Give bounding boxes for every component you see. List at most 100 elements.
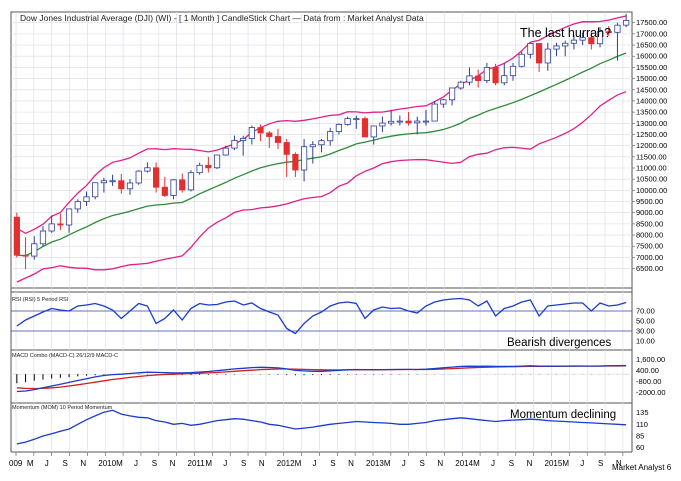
rsi-label: RSI (RSI) 5 Period RSI <box>12 297 69 303</box>
x-tick-label: S <box>598 459 603 468</box>
candle-body <box>309 144 316 148</box>
candle-body <box>13 216 20 256</box>
candle-body <box>179 179 186 191</box>
x-tick-label: 2014 <box>455 459 473 468</box>
x-tick-label: N <box>527 459 533 468</box>
x-tick-label: S <box>241 459 246 468</box>
candle-body <box>161 186 168 196</box>
candle-body <box>422 120 430 123</box>
x-tick-label: M <box>205 459 212 468</box>
x-tick-label: J <box>402 459 406 468</box>
price-tick-label: 9000.00 <box>636 208 663 217</box>
momentum-line <box>16 409 627 445</box>
macd-tick-label: -800.00 <box>636 377 661 386</box>
rsi-tick-label: 10.00 <box>636 337 655 346</box>
momentum-tick-label: 110 <box>636 420 648 429</box>
candle-body <box>605 31 612 34</box>
candle-body <box>31 243 38 257</box>
candle-body <box>562 42 569 47</box>
candle-body <box>92 182 99 198</box>
macd-tick-label: -2000.00 <box>636 388 666 397</box>
candle-body <box>414 120 421 124</box>
candle-body <box>353 118 360 120</box>
price-tick-label: 8000.00 <box>636 231 663 240</box>
candle-body <box>527 43 534 55</box>
price-tick-label: 13000.00 <box>636 119 667 128</box>
candle-body <box>274 136 282 143</box>
candle-body <box>39 230 47 245</box>
x-tick-label: M <box>295 459 302 468</box>
price-tick-label: 15500.00 <box>636 63 667 72</box>
candlesticks <box>13 13 630 270</box>
x-tick-label: J <box>491 459 495 468</box>
x-tick-label: 2011 <box>188 459 206 468</box>
candle-body <box>318 140 325 146</box>
macd-axis: 1,600.00 400.00 -800.00 -2000.00 <box>636 355 666 397</box>
bollinger-bands <box>16 15 627 283</box>
price-tick-label: 10500.00 <box>636 175 667 184</box>
candle-body <box>65 208 73 226</box>
momentum-tick-label: 60 <box>636 443 644 452</box>
price-tick-label: 6500.00 <box>636 264 663 273</box>
candle-body <box>266 132 273 137</box>
candle-body <box>300 146 308 171</box>
x-tick-label: J <box>312 459 316 468</box>
candle-body <box>257 127 264 134</box>
candle-body <box>327 131 334 142</box>
candle-body <box>109 180 116 183</box>
candle-body <box>283 142 290 155</box>
candle-body <box>144 167 151 172</box>
candle-body <box>344 118 351 125</box>
candle-body <box>509 65 517 77</box>
momentum-tick-label: 85 <box>636 432 644 441</box>
x-axis: 009 M J S N 2010 M J S N 2011 M J S N 2012 M J S N 2013 M J S N 2… <box>9 452 624 468</box>
x-tick-label: N <box>348 459 354 468</box>
x-tick-label: N <box>616 459 622 468</box>
candle-body <box>431 103 438 122</box>
candle-body <box>405 120 412 124</box>
candle-body <box>205 164 212 169</box>
macd-line <box>16 364 627 393</box>
bollinger-middle-line <box>16 52 627 257</box>
x-tick-label: S <box>420 459 425 468</box>
candle-body <box>48 223 55 232</box>
candle-body <box>475 75 482 82</box>
price-tick-label: 8500.00 <box>636 219 663 228</box>
candle-body <box>536 43 543 64</box>
price-tick-label: 12500.00 <box>636 130 667 139</box>
momentum-panel: Momentum (MOM) 10 Period Momentum 135 110… <box>12 405 649 452</box>
price-tick-label: 15000.00 <box>636 74 667 83</box>
x-tick-label: M <box>116 459 123 468</box>
candle-body <box>614 24 621 33</box>
candle-body <box>518 53 525 67</box>
x-tick-label: 2012 <box>277 459 295 468</box>
price-tick-label: 12000.00 <box>636 141 667 150</box>
candle-body <box>118 180 125 190</box>
candle-body <box>135 170 142 184</box>
chart-title: Dow Jones Industrial Average (DJI) (WI) … <box>20 13 424 23</box>
candle-body <box>544 48 551 64</box>
bollinger-upper-line <box>16 15 627 235</box>
price-tick-label: 7500.00 <box>636 242 663 251</box>
momentum-tick-label: 135 <box>636 408 649 417</box>
price-tick-label: 9500.00 <box>636 197 663 206</box>
price-tick-label: 14000.00 <box>636 96 667 105</box>
x-tick-label: S <box>509 459 514 468</box>
candle-body <box>457 81 464 89</box>
macd-tick-label: 400.00 <box>636 366 659 375</box>
rsi-tick-label: 30.00 <box>636 327 655 336</box>
price-tick-label: 16500.00 <box>636 41 667 50</box>
x-tick-label: J <box>223 459 227 468</box>
x-tick-label: M <box>27 459 34 468</box>
candle-body <box>396 120 403 123</box>
momentum-label: Momentum (MOM) 10 Period Momentum <box>12 405 113 411</box>
candle-body <box>553 45 560 50</box>
x-tick-label: J <box>134 459 138 468</box>
candle-body <box>126 182 134 190</box>
candle-body <box>187 172 195 191</box>
candle-body <box>570 39 578 44</box>
candle-body <box>440 99 447 105</box>
x-tick-label: J <box>45 459 49 468</box>
rsi-panel: RSI (RSI) 5 Period RSI 70.0050.0030.0010… <box>11 297 655 349</box>
